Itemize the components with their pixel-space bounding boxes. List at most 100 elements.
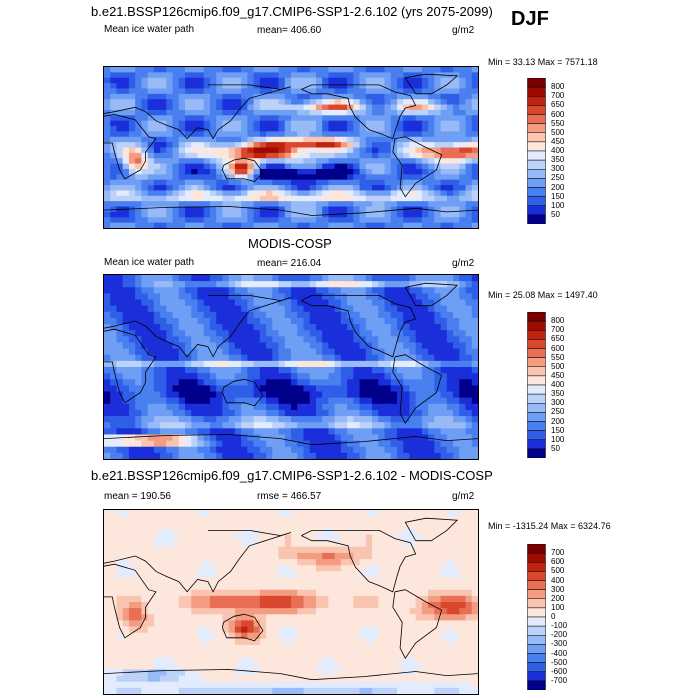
- map-cell: [122, 385, 130, 393]
- map-cell: [291, 152, 298, 159]
- map-cell: [365, 72, 373, 79]
- map-cell: [191, 540, 199, 548]
- map-cell: [128, 93, 136, 100]
- map-cell: [141, 608, 149, 615]
- map-cell: [347, 305, 354, 313]
- map-cell: [315, 522, 323, 529]
- map-cell: [209, 571, 217, 579]
- map-cell: [291, 446, 298, 454]
- map-cell: [178, 324, 186, 331]
- map-cell: [234, 142, 242, 149]
- map-cell: [396, 168, 404, 175]
- map-cell: [409, 88, 417, 95]
- map-cell: [347, 77, 354, 84]
- map-cell: [403, 324, 411, 331]
- map-cell: [203, 416, 211, 423]
- map-cell: [403, 281, 411, 288]
- map-cell: [471, 152, 478, 159]
- map-cell: [128, 632, 136, 640]
- map-cell: [178, 336, 186, 344]
- map-cell: [160, 397, 167, 405]
- map-cell: [303, 142, 311, 149]
- map-cell: [209, 158, 217, 165]
- map-cell: [309, 136, 317, 143]
- map-cell: [241, 93, 248, 100]
- map-cell: [147, 534, 155, 542]
- map-cell: [259, 67, 267, 73]
- map-cell: [110, 163, 118, 170]
- map-cell: [471, 126, 478, 132]
- map-cell: [359, 422, 367, 429]
- map-cell: [191, 577, 199, 585]
- map-cell: [166, 168, 174, 175]
- map-cell: [421, 305, 429, 313]
- map-cell: [178, 397, 186, 405]
- map-cell: [340, 559, 348, 566]
- map-cell: [222, 516, 230, 523]
- map-cell: [185, 136, 192, 143]
- map-cell: [359, 577, 367, 585]
- map-cell: [384, 104, 392, 111]
- map-cell: [116, 422, 124, 429]
- map-cell: [440, 565, 448, 572]
- map-cell: [372, 72, 379, 79]
- map-cell: [334, 552, 342, 560]
- map-cell: [185, 287, 192, 294]
- colorbar-tick-label: 100: [551, 434, 565, 444]
- map-cell: [359, 626, 367, 634]
- map-cell: [266, 299, 273, 307]
- map-cell: [172, 158, 180, 165]
- map-cell: [110, 324, 118, 331]
- map-cell: [234, 397, 242, 405]
- map-cell: [428, 595, 435, 603]
- map-cell: [365, 608, 373, 615]
- map-cell: [291, 565, 298, 572]
- map-cell: [147, 206, 155, 213]
- map-cell: [216, 373, 224, 380]
- map-cell: [153, 195, 161, 202]
- map-cell: [128, 305, 136, 313]
- map-cell: [160, 206, 167, 213]
- map-cell: [135, 109, 142, 116]
- map-cell: [241, 217, 248, 224]
- map-cell: [365, 126, 373, 132]
- map-cell: [153, 546, 161, 554]
- map-cell: [446, 93, 454, 100]
- map-cell: [178, 67, 186, 73]
- map-cell: [228, 211, 236, 218]
- map-cell: [104, 126, 111, 132]
- map-cell: [409, 83, 417, 90]
- map-cell: [116, 589, 124, 597]
- map-cell: [247, 608, 255, 615]
- map-cell: [234, 342, 242, 350]
- map-cell: [353, 152, 361, 159]
- map-cell: [378, 163, 386, 170]
- map-cell: [365, 367, 373, 374]
- map-cell: [147, 83, 155, 90]
- map-cell: [266, 195, 273, 202]
- map-cell: [166, 195, 174, 202]
- map-cell: [191, 83, 199, 90]
- map-cell: [291, 583, 298, 591]
- map-cell: [434, 336, 442, 344]
- map-cell: [178, 552, 186, 560]
- map-cell: [153, 440, 161, 448]
- map-cell: [291, 299, 298, 307]
- map-cell: [216, 385, 224, 393]
- map-cell: [403, 115, 411, 122]
- map-cell: [122, 115, 130, 122]
- map-cell: [197, 379, 205, 386]
- map-cell: [203, 510, 211, 517]
- map-cell: [396, 104, 404, 111]
- map-cell: [365, 626, 373, 634]
- map-cell: [153, 317, 161, 325]
- map-cell: [459, 131, 467, 138]
- map-cell: [172, 305, 180, 313]
- map-cell: [421, 99, 429, 106]
- map-cell: [272, 516, 280, 523]
- map-cell: [297, 373, 305, 380]
- map-cell: [153, 222, 161, 228]
- map-cell: [203, 614, 211, 621]
- map-cell: [266, 190, 273, 197]
- map-cell: [403, 528, 411, 536]
